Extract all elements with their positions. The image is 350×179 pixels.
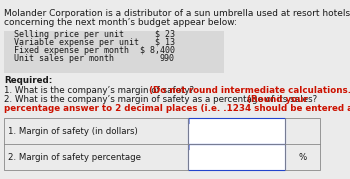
Text: ▏: ▏ xyxy=(189,119,193,124)
Text: percentage answer to 2 decimal places (i.e. .1234 should be entered as 12.34).): percentage answer to 2 decimal places (i… xyxy=(4,104,350,113)
Text: %: % xyxy=(298,153,307,161)
Text: 2. Margin of safety percentage: 2. Margin of safety percentage xyxy=(8,153,141,161)
Text: $ 8,400: $ 8,400 xyxy=(140,46,175,55)
Bar xyxy=(188,118,285,144)
Text: 1. What is the company’s margin of safety?: 1. What is the company’s margin of safet… xyxy=(4,86,197,95)
Text: Unit sales per month: Unit sales per month xyxy=(14,54,114,63)
Text: (Round your: (Round your xyxy=(247,95,308,104)
Text: 1. Margin of safety (in dollars): 1. Margin of safety (in dollars) xyxy=(8,127,138,136)
Text: $ 23: $ 23 xyxy=(155,30,175,39)
Text: (Do not round intermediate calculations.): (Do not round intermediate calculations.… xyxy=(149,86,350,95)
Bar xyxy=(188,144,285,170)
Bar xyxy=(188,144,285,170)
Text: $ 13: $ 13 xyxy=(155,38,175,47)
Text: Variable expense per unit: Variable expense per unit xyxy=(14,38,139,47)
Text: Molander Corporation is a distributor of a sun umbrella used at resort hotels. D: Molander Corporation is a distributor of… xyxy=(4,9,350,18)
Text: concerning the next month’s budget appear below:: concerning the next month’s budget appea… xyxy=(4,18,237,27)
Bar xyxy=(4,31,224,73)
Text: Fixed expense per month: Fixed expense per month xyxy=(14,46,129,55)
Text: 2. What is the company’s margin of safety as a percentage of its sales?: 2. What is the company’s margin of safet… xyxy=(4,95,320,104)
Bar xyxy=(188,118,285,144)
Text: ▏: ▏ xyxy=(189,145,193,150)
Bar xyxy=(4,118,320,170)
Text: 990: 990 xyxy=(160,54,175,63)
Text: Required:: Required: xyxy=(4,76,52,85)
Text: Selling price per unit: Selling price per unit xyxy=(14,30,124,39)
